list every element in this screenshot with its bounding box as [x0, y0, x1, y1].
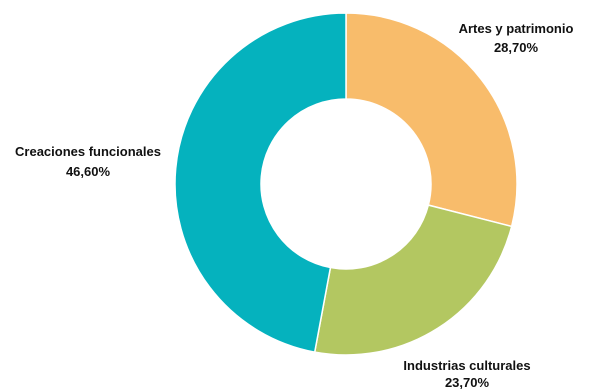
slice-industrias-culturales	[313, 204, 513, 356]
label-industrias-culturales-name: Industrias culturales	[403, 358, 530, 373]
label-artes-y-patrimonio-value: 28,70%	[494, 40, 539, 55]
label-industrias-culturales-value: 23,70%	[445, 375, 490, 390]
label-creaciones-funcionales-name: Creaciones funcionales	[15, 144, 161, 159]
label-artes-y-patrimonio-name: Artes y patrimonio	[459, 21, 574, 36]
donut-slices	[174, 12, 518, 356]
slice-creaciones-funcionales	[174, 12, 347, 353]
slice-labels: Artes y patrimonio 28,70% Industrias cultu…	[15, 21, 573, 390]
slice-artes-y-patrimonio	[345, 12, 518, 228]
label-creaciones-funcionales-value: 46,60%	[66, 164, 111, 179]
